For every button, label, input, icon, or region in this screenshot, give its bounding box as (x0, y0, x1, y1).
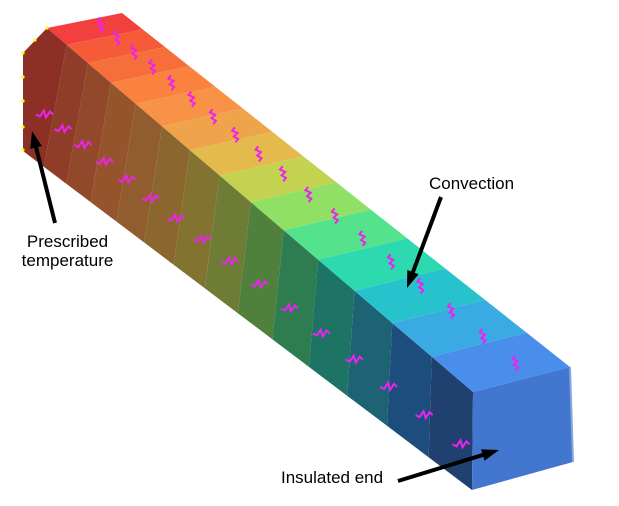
convection-arrow-shaft (409, 196, 443, 277)
beam-side-face-band (90, 82, 136, 222)
heat-flux-symbol-top (147, 58, 157, 76)
heat-flux-symbol-side (141, 192, 160, 204)
beam-side-face-band (347, 290, 393, 426)
beam-end-face-edge (569, 366, 574, 463)
beam-top-face-band (354, 268, 486, 324)
beam-top-face-band (283, 209, 408, 260)
insulated-end-arrow-head (481, 449, 499, 461)
heat-flux-symbol-top (95, 16, 105, 34)
convection-arrow-head (407, 270, 419, 288)
heat-flux-symbol-side (73, 138, 93, 151)
heat-flux-symbol-top (230, 126, 240, 143)
insulated-end-arrow-shaft (397, 451, 488, 483)
heat-flux-symbol-top (254, 145, 264, 163)
heat-flux-symbol-side (221, 255, 240, 267)
beam-top-face-band (66, 29, 166, 64)
heat-flux-symbol-side (193, 233, 212, 245)
label-prescribed-temperature-line1: Prescribed (26, 232, 109, 251)
beam-side-face-band (204, 175, 251, 314)
mesh-node-dot (33, 38, 37, 42)
mesh-node-dot (21, 99, 25, 103)
beam-side-face-band (173, 150, 220, 289)
heat-flux-symbol-side (345, 353, 364, 366)
beam-side-face-band (66, 63, 111, 202)
mesh-node-dot (45, 26, 49, 30)
mesh-node-dot (21, 125, 25, 129)
beam-side-face-band (237, 202, 284, 340)
beam-top-face-band (318, 238, 446, 291)
beam-top-face-band (88, 47, 190, 83)
heat-flux-symbol-top (187, 91, 197, 108)
mesh-node-dot (21, 51, 25, 55)
heat-flux-symbol-side (312, 327, 331, 339)
heat-flux-symbol-side (117, 173, 136, 186)
heat-flux-symbol-top (112, 29, 122, 47)
beam-side-face-band (23, 28, 67, 167)
beam-top-face-band (250, 182, 371, 231)
beam-top-face-band (47, 13, 143, 45)
beam-side-face-band (308, 259, 355, 396)
heat-flux-symbol-top (386, 253, 396, 270)
heat-flux-symbol-top (510, 354, 520, 372)
beam-side-face-band (428, 356, 473, 490)
label-insulated-end: Insulated end (281, 468, 384, 487)
heat-flux-symbol-side (415, 408, 434, 421)
heat-flux-symbol-side (166, 212, 186, 224)
mesh-node-dot (21, 148, 25, 152)
heat-flux-symbol-top (330, 207, 340, 225)
label-prescribed-temperature: Prescribed temperature (0, 232, 135, 270)
heat-flux-symbol-top (415, 277, 425, 294)
beam-top-face-band (135, 86, 243, 127)
heat-flux-symbol-top (129, 44, 139, 61)
beam-top-face-band (219, 156, 337, 203)
beam-side-face-band (387, 323, 432, 458)
label-prescribed-temperature-line2: temperature (21, 251, 114, 270)
beam-top-face-band (162, 108, 273, 151)
prescribed-temperature-arrow-head (30, 131, 42, 149)
heat-flux-symbol-top (446, 302, 456, 319)
heat-flux-symbol-side (54, 122, 73, 135)
heat-flux-symbol-side (250, 278, 269, 290)
mesh-node-dot (21, 75, 25, 79)
heat-flux-symbol-side (379, 380, 398, 393)
beam-top-face-band (431, 332, 570, 392)
heat-flux-symbol-side (95, 155, 114, 168)
beam-top-face-band (111, 66, 216, 104)
heat-flux-symbol-top (278, 165, 288, 182)
heat-flux-symbol-side (35, 108, 54, 120)
beam-side-face-band (144, 126, 190, 265)
heat-flux-symbol-top (166, 74, 176, 91)
heat-flux-symbol-top (357, 230, 367, 247)
label-convection: Convection (429, 174, 515, 193)
beam-end-face (472, 367, 573, 490)
beam-top-face-band (189, 131, 304, 176)
heat-flux-symbol-top (478, 328, 488, 345)
beam-side-face-band (43, 44, 88, 184)
prescribed-temperature-arrow-shaft (33, 143, 57, 224)
beam-side-face-band (116, 103, 162, 243)
heat-flux-symbol-top (303, 186, 313, 203)
beam-side-face-band (272, 230, 319, 367)
beam-top-face-band (392, 300, 527, 357)
heat-flux-symbol-side (452, 437, 471, 450)
heat-flux-symbol-top (208, 108, 218, 125)
heat-flux-symbol-side (280, 302, 299, 314)
